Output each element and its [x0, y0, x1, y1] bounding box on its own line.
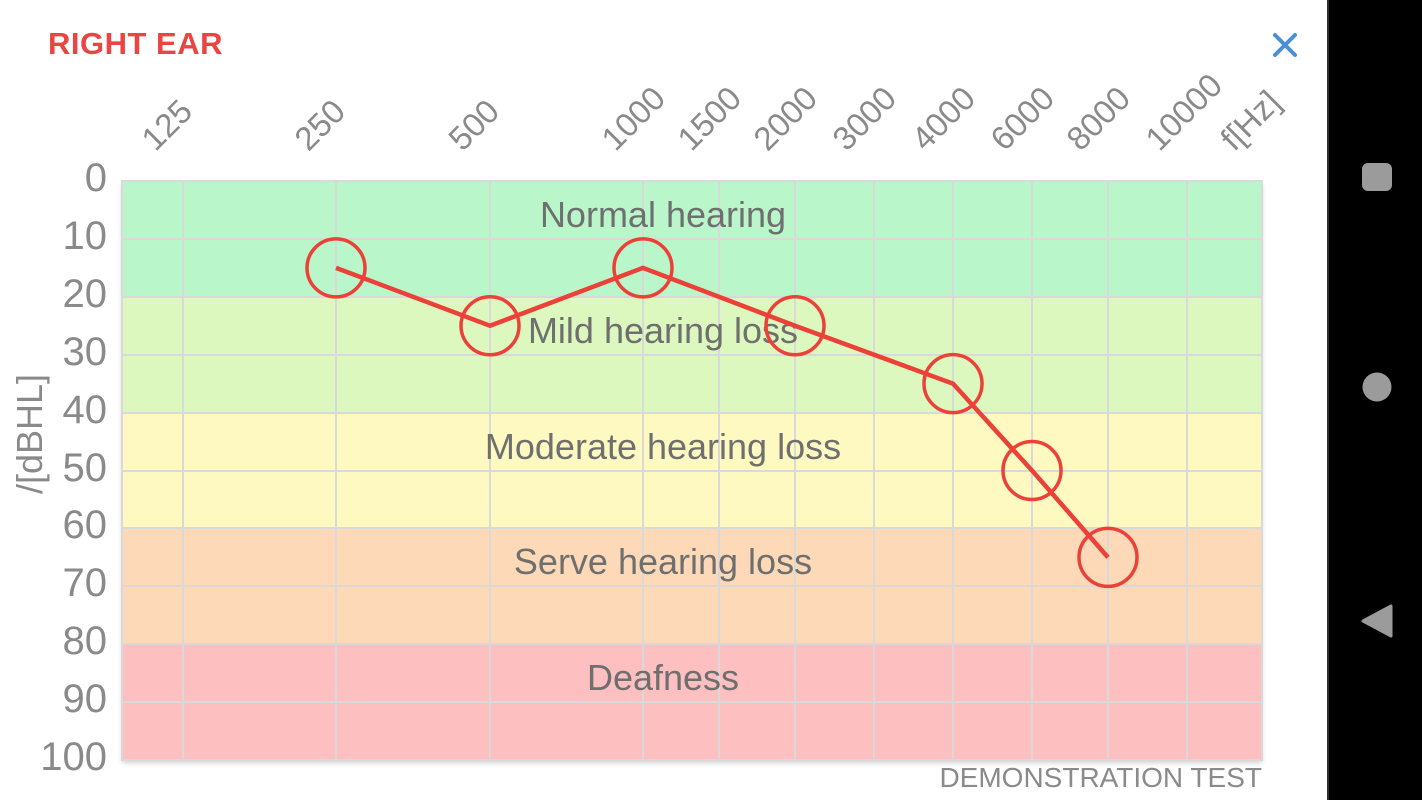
- gridline: [873, 180, 875, 761]
- y-tick-label: 60: [62, 503, 108, 548]
- gridline: [121, 180, 123, 761]
- zone-label: Deafness: [586, 657, 740, 699]
- data-point-marker: [764, 295, 826, 357]
- x-tick-label: 125: [134, 92, 200, 158]
- y-tick-label: 90: [62, 677, 108, 722]
- home-button[interactable]: [1329, 339, 1422, 434]
- data-point-marker: [459, 295, 521, 357]
- x-tick-label: 6000: [983, 79, 1062, 158]
- gridline: [642, 180, 644, 761]
- close-icon: [1273, 33, 1297, 57]
- gridline: [121, 469, 1263, 472]
- y-tick-label: 20: [62, 271, 108, 316]
- close-button[interactable]: [1263, 23, 1307, 67]
- gridline: [121, 237, 1263, 240]
- back-triangle-icon: [1361, 604, 1393, 637]
- x-tick-label: 2000: [746, 79, 825, 158]
- x-tick-label: 500: [441, 92, 507, 158]
- data-point-marker: [305, 237, 367, 299]
- y-tick-label: 10: [62, 213, 108, 258]
- zone-label: Mild hearing loss: [527, 309, 799, 351]
- android-nav-bar: [1327, 0, 1422, 800]
- y-tick-label: 0: [84, 156, 107, 200]
- x-tick-label: 3000: [825, 79, 904, 158]
- gridline: [794, 180, 796, 761]
- gridline: [182, 180, 184, 761]
- y-tick-label: 40: [62, 387, 108, 432]
- gridline: [1186, 180, 1188, 761]
- x-tick-label: 4000: [904, 79, 983, 158]
- home-circle-icon: [1362, 372, 1391, 401]
- gridline: [121, 759, 1263, 761]
- zone-label: Normal hearing: [539, 194, 787, 235]
- y-tick-label: 50: [62, 445, 108, 490]
- data-point-marker: [1001, 439, 1063, 502]
- data-point-marker: [922, 352, 984, 415]
- gridline: [121, 701, 1263, 704]
- gridline: [335, 180, 337, 761]
- gridline: [121, 180, 1263, 182]
- y-tick-label: 70: [62, 561, 108, 606]
- page-title: RIGHT EAR: [48, 26, 223, 61]
- zone-label: Serve hearing loss: [513, 541, 813, 583]
- data-point-marker: [612, 237, 674, 299]
- x-tick-label: 1500: [670, 79, 749, 158]
- gridline: [121, 411, 1263, 414]
- gridline: [1261, 180, 1263, 761]
- gridline: [121, 295, 1263, 298]
- data-point-marker: [1077, 526, 1139, 589]
- x-tick-label: 1000: [594, 79, 673, 158]
- series-right-ear: [305, 237, 1139, 589]
- gridline: [121, 585, 1263, 588]
- gridline: [489, 180, 491, 761]
- gridline: [1107, 180, 1109, 761]
- audiogram-chart: /[dBHL] Normal hearing Mild hearing loss M…: [9, 66, 1287, 779]
- y-tick-label: 30: [62, 329, 108, 374]
- zone-label: Moderate hearing loss: [484, 425, 842, 467]
- recents-square-icon: [1361, 162, 1392, 191]
- x-tick-label: 10000: [1138, 66, 1230, 158]
- gridline: [121, 527, 1263, 530]
- series-line: [335, 265, 1110, 559]
- gridline: [718, 180, 720, 761]
- recents-button[interactable]: [1329, 129, 1422, 224]
- x-tick-label: 8000: [1059, 79, 1138, 158]
- gridline: [121, 353, 1263, 356]
- x-tick-label: 250: [287, 92, 353, 158]
- back-button[interactable]: [1329, 573, 1422, 668]
- y-tick-label: 100: [40, 735, 107, 779]
- watermark-text: DEMONSTRATION TEST: [939, 762, 1262, 793]
- gridline: [121, 643, 1263, 646]
- gridline: [952, 180, 954, 761]
- y-tick-label: 80: [62, 619, 108, 664]
